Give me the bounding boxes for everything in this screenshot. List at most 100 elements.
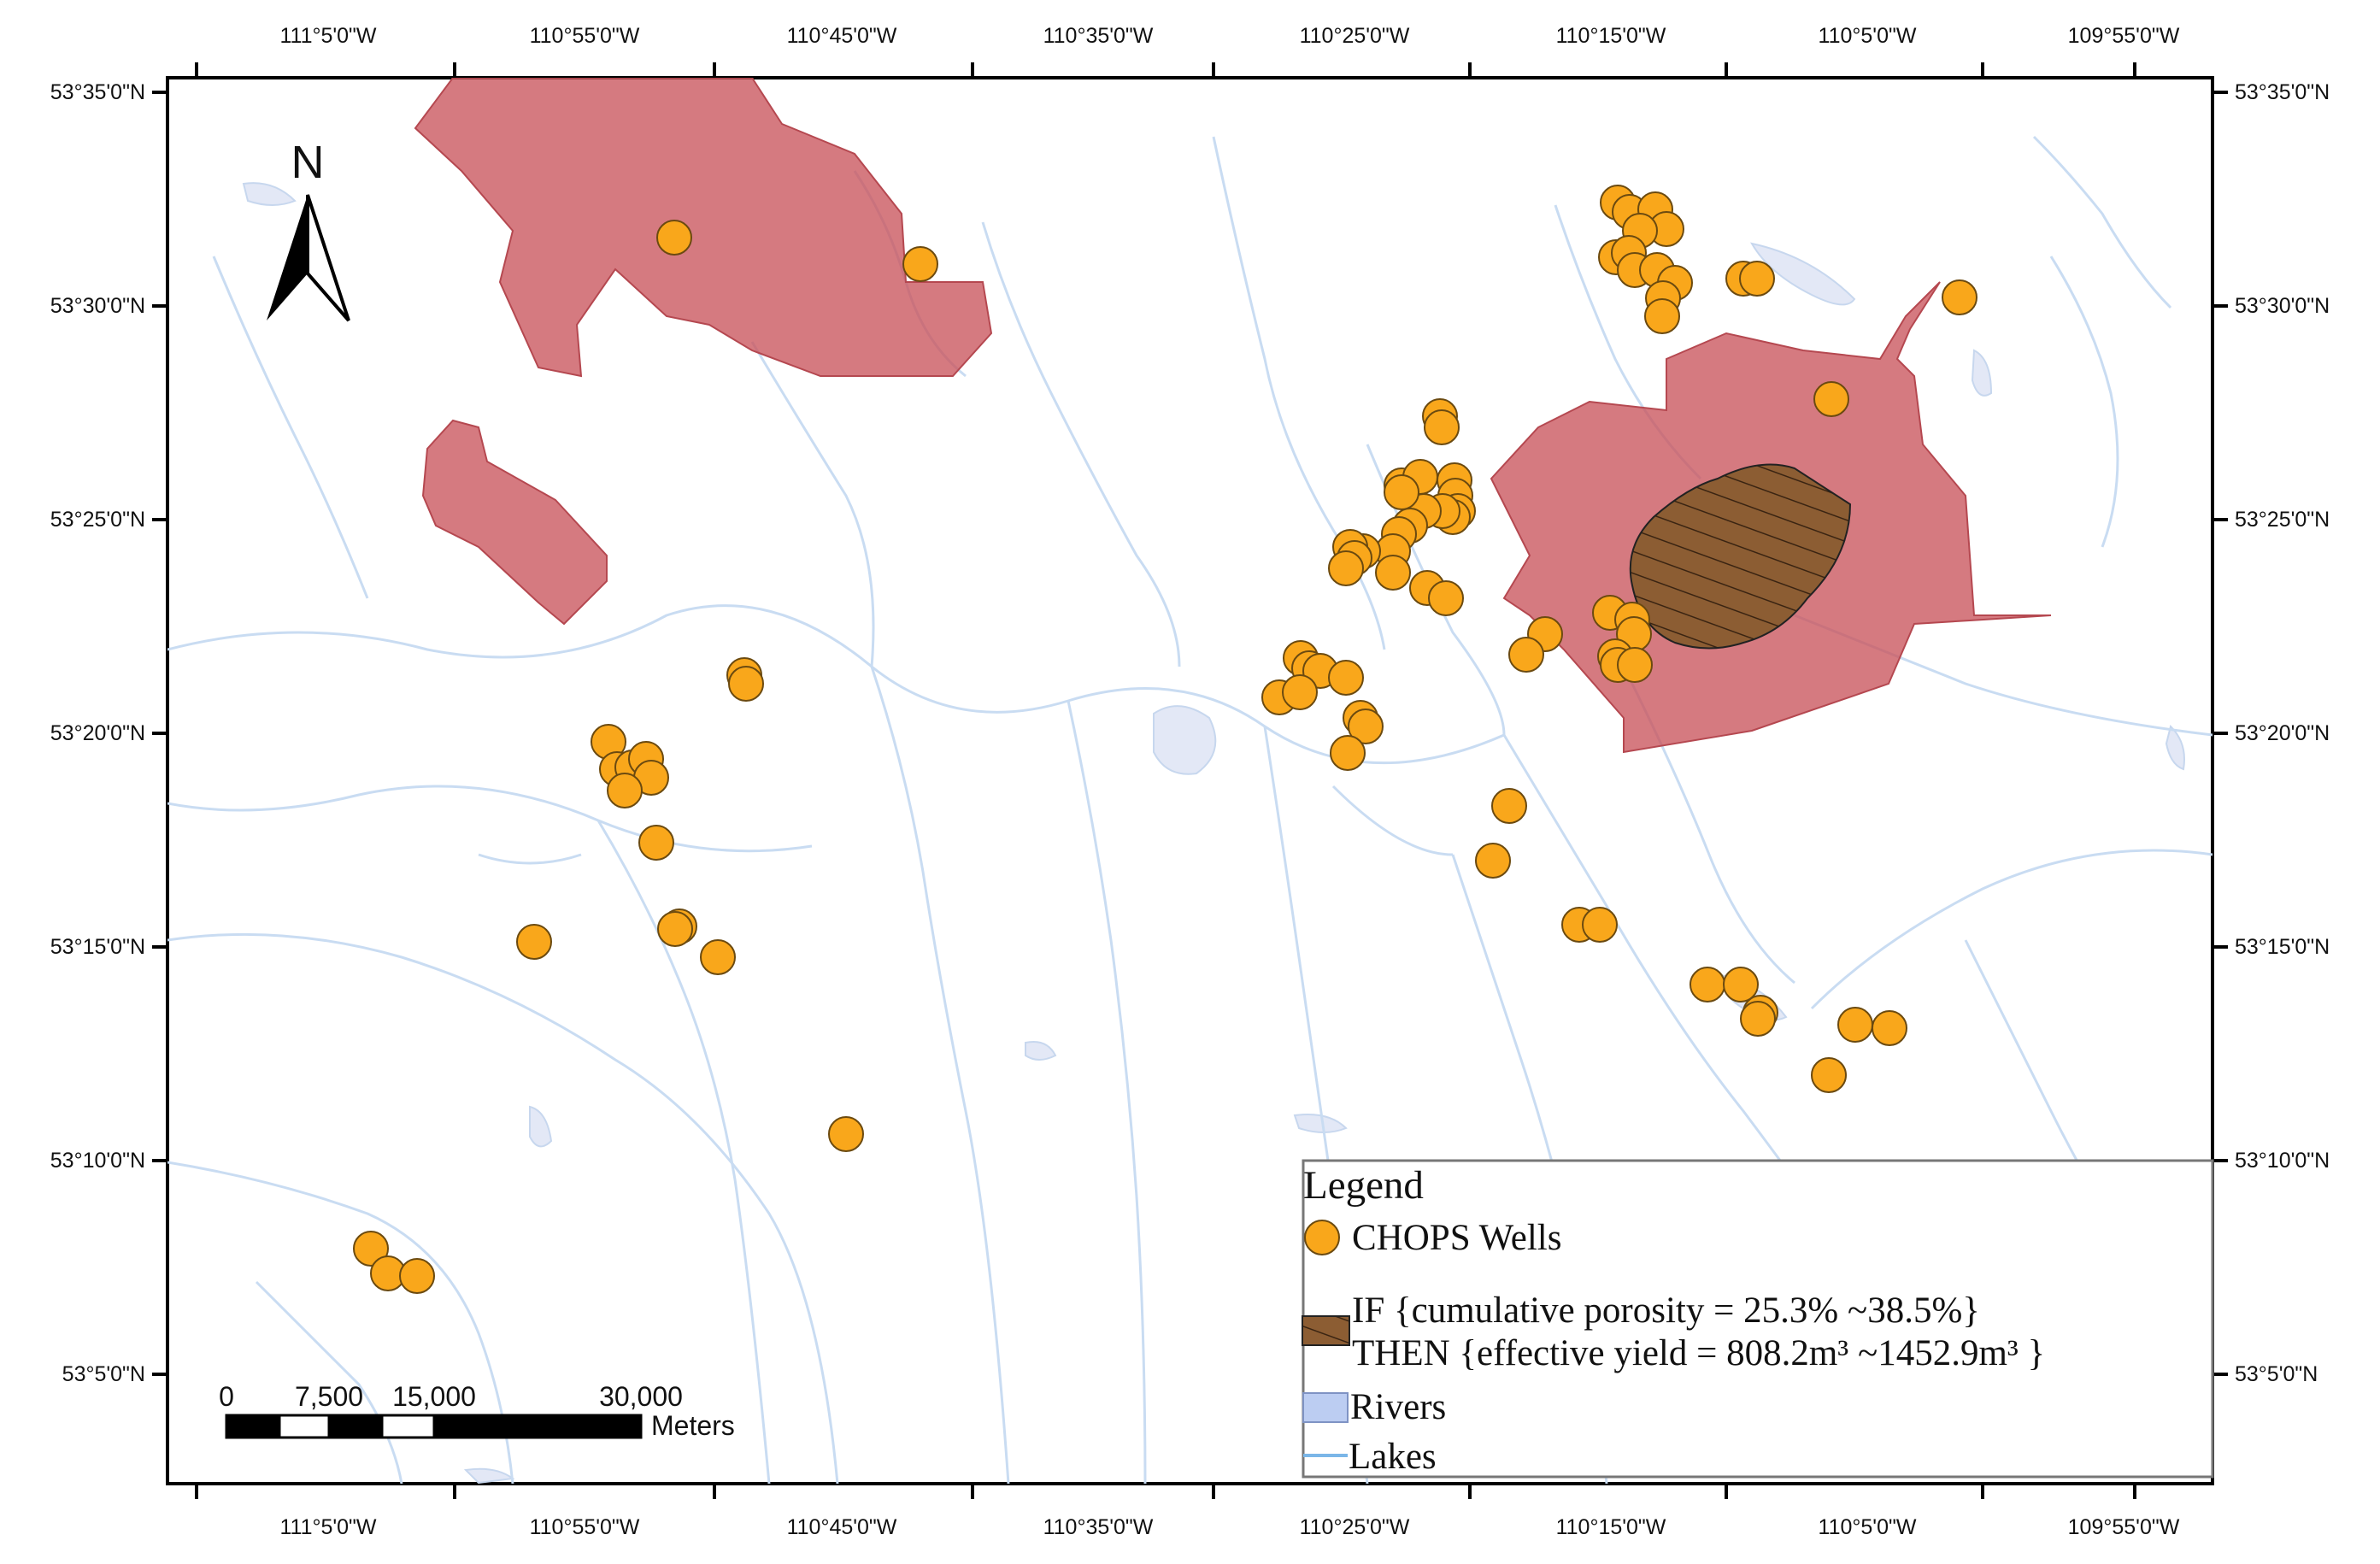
well-marker — [902, 246, 938, 282]
well-marker — [1582, 907, 1618, 943]
well-marker — [1328, 660, 1364, 696]
well-marker — [1617, 647, 1653, 683]
scale-unit: Meters — [651, 1410, 735, 1441]
lat-label: 53°35'0"N — [2235, 80, 2330, 104]
well-marker — [1491, 788, 1527, 824]
lon-labels-bottom: 111°5'0"W 110°55'0"W 110°45'0"W 110°35'0… — [279, 1515, 2179, 1539]
scale-bar: 0 7,500 15,000 30,000 Meters — [219, 1381, 735, 1441]
lake-shape — [1293, 1114, 1348, 1133]
lon-label: 111°5'0"W — [279, 1515, 376, 1539]
lake-shape — [529, 1105, 553, 1148]
lon-label: 110°5'0"W — [1819, 24, 1917, 48]
lon-label: 110°55'0"W — [530, 1515, 640, 1539]
side-ticks — [152, 91, 2228, 1376]
scale-label: 30,000 — [599, 1381, 683, 1412]
well-marker — [1811, 1057, 1847, 1093]
lat-label: 53°20'0"N — [50, 721, 145, 745]
well-marker — [656, 220, 692, 256]
scale-segment — [278, 1414, 331, 1439]
bottom-ticks — [195, 1484, 2136, 1499]
well-marker — [1644, 298, 1680, 334]
north-arrow-left-half — [267, 195, 308, 320]
well-marker — [1872, 1010, 1907, 1046]
legend-wells-label: CHOPS Wells — [1352, 1218, 1561, 1258]
lake-shape — [242, 182, 297, 206]
scale-label: 0 — [219, 1381, 234, 1412]
region-west-strip — [421, 419, 608, 626]
well-marker — [1384, 474, 1419, 510]
well-marker — [353, 1231, 389, 1267]
legend-well-symbol — [1304, 1220, 1340, 1255]
lat-label: 53°25'0"N — [50, 508, 145, 532]
lat-label: 53°15'0"N — [50, 935, 145, 959]
well-marker — [1740, 1001, 1776, 1037]
lon-label: 110°15'0"W — [1556, 24, 1666, 48]
well-marker — [700, 939, 736, 975]
lon-label: 110°15'0"W — [1556, 1515, 1666, 1539]
lon-label: 110°55'0"W — [530, 24, 640, 48]
north-arrow-right-half — [306, 194, 350, 322]
lat-label: 53°10'0"N — [50, 1149, 145, 1173]
well-marker — [1813, 381, 1849, 417]
lon-label: 110°25'0"W — [1300, 24, 1410, 48]
legend-lakes-label: Lakes — [1349, 1437, 1437, 1477]
well-marker — [1475, 843, 1511, 879]
well-marker — [828, 1116, 864, 1152]
well-marker — [1330, 735, 1366, 771]
lat-label: 53°25'0"N — [2235, 508, 2330, 532]
lat-label: 53°5'0"N — [62, 1362, 145, 1386]
north-arrow-label: N — [291, 137, 325, 188]
lat-label: 53°5'0"N — [2235, 1362, 2318, 1386]
legend-rivers-label: Rivers — [1350, 1387, 1446, 1427]
scale-segment — [225, 1414, 281, 1439]
well-marker — [1690, 967, 1725, 1002]
well-marker — [516, 924, 552, 960]
region-north-west — [414, 78, 993, 378]
lon-label: 110°35'0"W — [1043, 1515, 1154, 1539]
lon-label: 109°55'0"W — [2068, 1515, 2180, 1539]
lon-label: 110°5'0"W — [1819, 1515, 1917, 1539]
lat-label: 53°30'0"N — [50, 294, 145, 318]
well-marker — [1348, 709, 1384, 744]
lon-label: 110°45'0"W — [787, 1515, 897, 1539]
lake-shape — [1153, 705, 1217, 775]
lake-shape — [1971, 349, 1993, 397]
lon-label: 110°45'0"W — [787, 24, 897, 48]
lon-label: 110°25'0"W — [1300, 1515, 1410, 1539]
well-marker — [1942, 279, 1977, 315]
lake-shape — [1750, 242, 1856, 306]
lat-label: 53°20'0"N — [2235, 721, 2330, 745]
legend-rule-line-1: IF {cumulative porosity = 25.3% ~38.5%} — [1352, 1291, 1980, 1331]
legend-title: Legend — [1303, 1163, 1424, 1208]
well-marker — [1508, 637, 1544, 673]
scale-segment — [432, 1414, 643, 1439]
legend-rule-line-2: THEN {effective yield = 808.2m³ ~1452.9m… — [1352, 1333, 2045, 1373]
well-marker — [1424, 409, 1460, 445]
lat-label: 53°30'0"N — [2235, 294, 2330, 318]
well-marker — [1375, 555, 1411, 591]
lake-shape — [2165, 725, 2185, 771]
well-marker — [399, 1258, 435, 1294]
well-marker — [1282, 674, 1318, 710]
well-marker — [1723, 967, 1759, 1002]
lake-shape — [1025, 1041, 1057, 1061]
legend-box — [1302, 1159, 2214, 1479]
lon-label: 111°5'0"W — [279, 24, 376, 48]
well-marker — [607, 773, 643, 808]
lat-labels-left: 53°35'0"N 53°30'0"N 53°25'0"N 53°20'0"N … — [50, 80, 145, 1386]
well-marker — [1837, 1007, 1873, 1043]
scale-label: 7,500 — [295, 1381, 363, 1412]
lat-label: 53°10'0"N — [2235, 1149, 2330, 1173]
legend-target-symbol — [1302, 1315, 1350, 1346]
well-marker — [728, 666, 764, 702]
north-arrow: N — [267, 137, 350, 322]
well-marker — [638, 825, 674, 861]
top-ticks — [195, 62, 2136, 78]
well-marker — [1739, 261, 1775, 297]
legend: Legend CHOPS Wells IF {cumulative porosi… — [1302, 1159, 2214, 1479]
lat-label: 53°35'0"N — [50, 80, 145, 104]
well-marker — [1428, 580, 1464, 616]
lat-labels-right: 53°35'0"N 53°30'0"N 53°25'0"N 53°20'0"N … — [2235, 80, 2330, 1386]
scale-segment — [380, 1414, 436, 1439]
